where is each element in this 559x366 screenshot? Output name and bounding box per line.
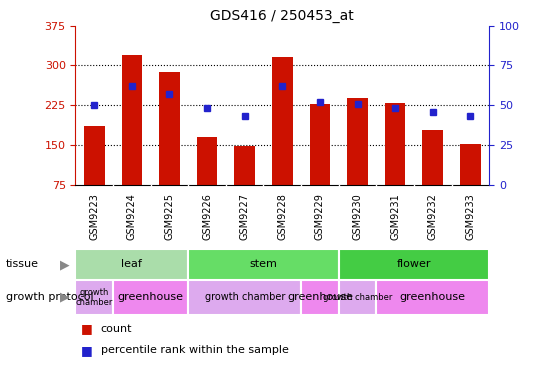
Bar xyxy=(385,102,405,185)
Bar xyxy=(159,72,180,185)
Bar xyxy=(376,280,489,315)
Text: ■: ■ xyxy=(81,322,93,336)
Text: greenhouse: greenhouse xyxy=(287,292,353,302)
Bar xyxy=(272,57,293,185)
Text: greenhouse: greenhouse xyxy=(400,292,466,302)
Text: GSM9226: GSM9226 xyxy=(202,193,212,240)
Text: GSM9223: GSM9223 xyxy=(89,193,100,240)
Text: ■: ■ xyxy=(81,344,93,357)
Text: GSM9232: GSM9232 xyxy=(428,193,438,240)
Bar xyxy=(339,280,376,315)
Bar xyxy=(75,280,113,315)
Bar xyxy=(197,137,217,185)
Bar xyxy=(460,144,481,185)
Text: GSM9231: GSM9231 xyxy=(390,194,400,240)
Bar xyxy=(339,249,489,280)
Text: flower: flower xyxy=(397,259,431,269)
Bar xyxy=(234,146,255,185)
Bar xyxy=(84,127,105,185)
Text: leaf: leaf xyxy=(121,259,143,269)
Text: growth
chamber: growth chamber xyxy=(75,288,113,307)
Text: growth protocol: growth protocol xyxy=(6,292,93,302)
Bar xyxy=(113,280,188,315)
Title: GDS416 / 250453_at: GDS416 / 250453_at xyxy=(210,9,354,23)
Bar xyxy=(310,104,330,185)
Text: GSM9227: GSM9227 xyxy=(240,193,250,240)
Text: ▶: ▶ xyxy=(59,258,69,271)
Bar xyxy=(423,130,443,185)
Bar xyxy=(188,280,301,315)
Text: growth chamber: growth chamber xyxy=(205,292,285,302)
Text: tissue: tissue xyxy=(6,259,39,269)
Bar xyxy=(188,249,339,280)
Text: GSM9230: GSM9230 xyxy=(353,194,362,240)
Text: ▶: ▶ xyxy=(59,291,69,304)
Text: count: count xyxy=(101,324,132,334)
Text: GSM9233: GSM9233 xyxy=(465,194,475,240)
Text: growth chamber: growth chamber xyxy=(323,293,392,302)
Text: percentile rank within the sample: percentile rank within the sample xyxy=(101,346,288,355)
Text: GSM9228: GSM9228 xyxy=(277,193,287,240)
Text: greenhouse: greenhouse xyxy=(118,292,184,302)
Bar xyxy=(75,249,188,280)
Bar xyxy=(347,98,368,185)
Text: GSM9224: GSM9224 xyxy=(127,193,137,240)
Text: GSM9225: GSM9225 xyxy=(164,193,174,240)
Text: stem: stem xyxy=(249,259,277,269)
Bar xyxy=(121,55,142,185)
Bar xyxy=(301,280,339,315)
Text: GSM9229: GSM9229 xyxy=(315,193,325,240)
